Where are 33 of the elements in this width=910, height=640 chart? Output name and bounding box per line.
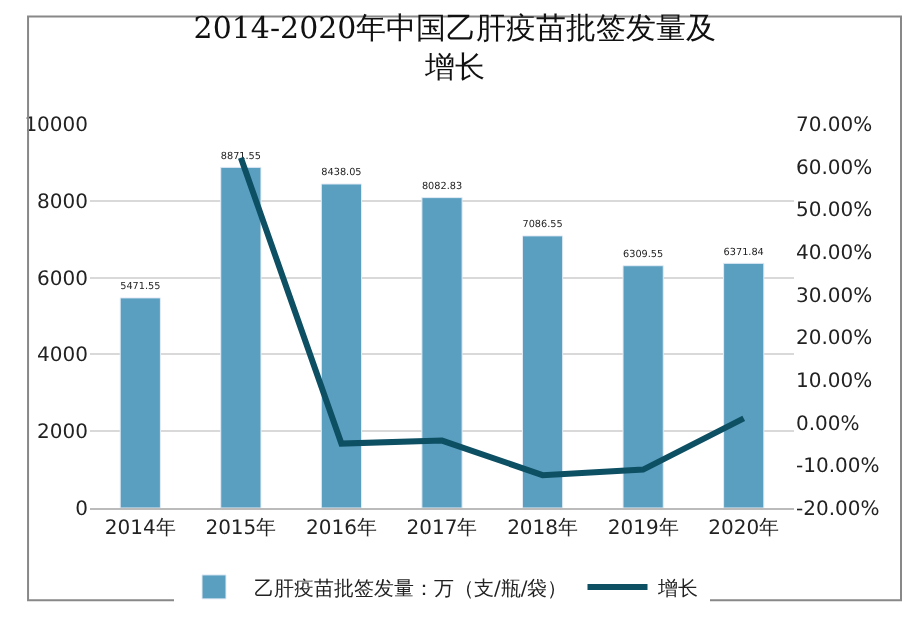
bar [320,183,363,508]
y2-tick-label: 10.00% [796,371,873,393]
y2-tick-label: 20.00% [796,328,873,351]
bar [421,197,463,508]
y-tick-label: 6000 [37,268,88,291]
y2-tick-label: 50.00% [796,200,873,223]
legend-label: 增长 [655,576,698,601]
y2-tick-label: 0.00% [796,413,860,436]
y2-tick-label: 40.00% [796,243,873,265]
chart-title: 2014-2020年中国乙肝疫苗批签发量及增长 [193,10,717,86]
y-tick-label: 2000 [37,422,88,445]
x-tick-label: 2018年 [507,516,579,540]
y2-tick-label: 60.00% [796,157,873,180]
x-tick-label: 2020年 [708,516,780,540]
y-tick-label: 8000 [37,191,88,214]
x-tick-label: 2014年 [104,516,176,540]
bar [220,166,262,508]
x-tick-label: 2015年 [205,516,277,540]
y2-tick-label: 30.00% [796,285,873,308]
y-tick-label: 10000 [24,115,88,137]
bar [622,265,664,508]
y2-tick-label: -20.00% [796,499,880,521]
y-tick-label: 0 [75,499,88,521]
x-tick-label: 2017年 [406,516,478,540]
bar [521,235,564,508]
bar [723,262,765,508]
y-tick-label: 4000 [37,345,88,368]
x-tick-label: 2016年 [305,516,377,540]
bar [119,297,161,508]
y2-tick-label: 70.00% [796,115,873,137]
legend-label: 乙肝疫苗批签发量：万（支/瓶/袋） [254,576,568,601]
y2-tick-label: -10.00% [796,456,880,479]
x-tick-label: 2019年 [607,516,679,540]
